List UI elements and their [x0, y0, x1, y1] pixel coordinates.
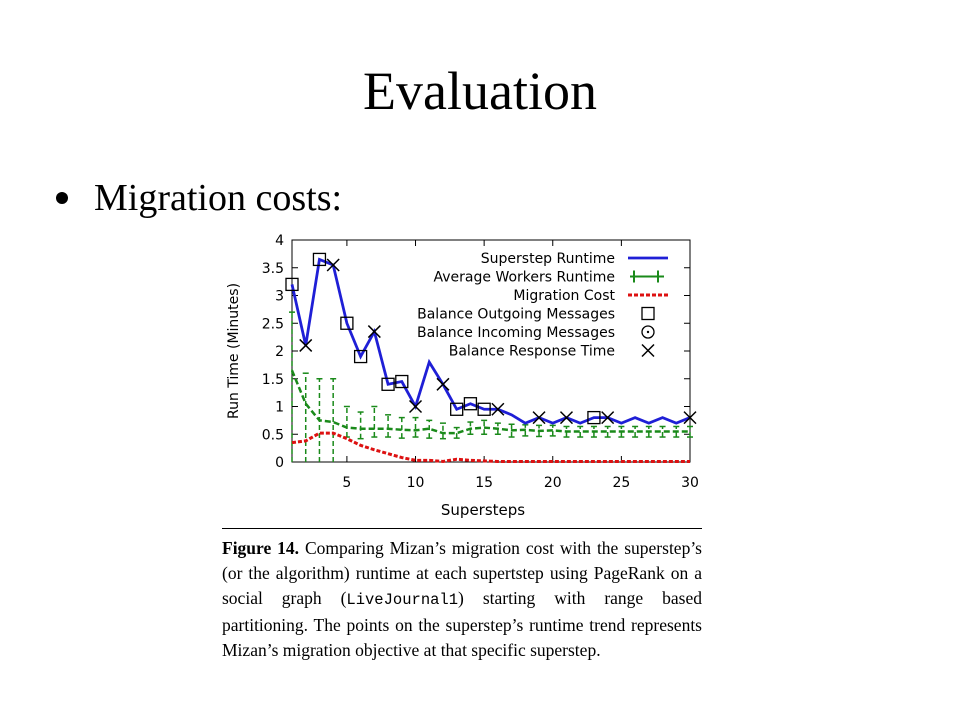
legend-label: Average Workers Runtime: [434, 270, 615, 286]
caption-text-2: ) starting with range based partitioning…: [222, 588, 702, 660]
legend-swatch-incoming: [641, 325, 655, 339]
legend-swatch-outgoing: [641, 306, 655, 321]
legend-swatch-response: [641, 343, 655, 358]
marker-balance-response: [532, 411, 546, 425]
legend-label: Migration Cost: [513, 288, 615, 304]
marker-balance-response: [326, 258, 340, 272]
series-line-migration-cost: [291, 431, 690, 463]
legend-swatch-workers: [630, 270, 664, 283]
y-tick-label: 3.5: [262, 261, 284, 277]
legend-swatch-incoming-dot: [646, 330, 650, 334]
marker-balance-response: [367, 325, 381, 339]
x-tick-label: 15: [475, 475, 493, 491]
marker-balance-outgoing: [340, 316, 354, 330]
x-tick-label: 10: [407, 475, 425, 491]
marker-balance-outgoing: [477, 402, 491, 416]
marker-balance-response: [408, 399, 423, 414]
y-tick-label: 2: [275, 344, 284, 360]
y-tick-label: 3: [275, 289, 284, 305]
migration-cost-chart: 0 0.5 1 1.5 2 2.5 3 3.5 4 5 10 15 20 25 30 Supersteps Ru…: [226, 233, 699, 519]
slide-title: Evaluation: [363, 61, 597, 121]
marker-balance-outgoing: [463, 397, 478, 411]
x-tick-label: 5: [342, 475, 351, 491]
y-axis-label: Run Time (Minutes): [226, 283, 242, 419]
bullet-dot: [56, 192, 68, 204]
x-tick-label: 25: [612, 475, 630, 491]
bullet-item: Migration costs:: [56, 176, 342, 220]
marker-balance-response: [683, 411, 697, 425]
marker-balance-outgoing: [381, 377, 395, 391]
legend-label: Superstep Runtime: [481, 251, 615, 267]
marker-balance-response: [491, 402, 505, 416]
marker-balance-outgoing: [395, 374, 409, 389]
marker-balance-response: [436, 377, 450, 391]
caption-text-1: Comparing Mizan’s migration cost with th…: [222, 538, 702, 608]
y-tick-label: 0: [275, 455, 284, 471]
series-line-average-workers-runtime: [290, 369, 690, 435]
bullet-text: Migration costs:: [94, 177, 343, 219]
marker-balance-response: [601, 411, 615, 425]
marker-balance-outgoing: [450, 402, 464, 416]
y-tick-label: 1: [275, 400, 284, 416]
figure-caption: Figure 14. Comparing Mizan’s migration c…: [222, 536, 702, 663]
legend-label: Balance Incoming Messages: [417, 325, 615, 341]
caption-rule: [222, 528, 702, 529]
x-tick-label: 30: [681, 475, 699, 491]
marker-balance-outgoing: [312, 252, 327, 267]
caption-code: LiveJournal1: [346, 591, 459, 609]
legend-label: Balance Response Time: [449, 344, 615, 360]
y-tick-label: 1.5: [262, 372, 284, 388]
y-tick-label: 2.5: [262, 316, 284, 332]
marker-balance-outgoing: [285, 277, 299, 292]
x-axis-label: Supersteps: [441, 501, 525, 519]
marker-balance-response: [559, 411, 574, 425]
y-tick-label: 4: [275, 233, 284, 249]
marker-balance-response: [299, 338, 313, 352]
y-tick-label: 0.5: [262, 427, 284, 443]
legend-label: Balance Outgoing Messages: [417, 307, 615, 323]
figure-label: Figure 14.: [222, 538, 300, 558]
x-tick-label: 20: [544, 475, 562, 491]
marker-balance-outgoing: [587, 410, 601, 425]
marker-balance-outgoing: [353, 349, 368, 364]
